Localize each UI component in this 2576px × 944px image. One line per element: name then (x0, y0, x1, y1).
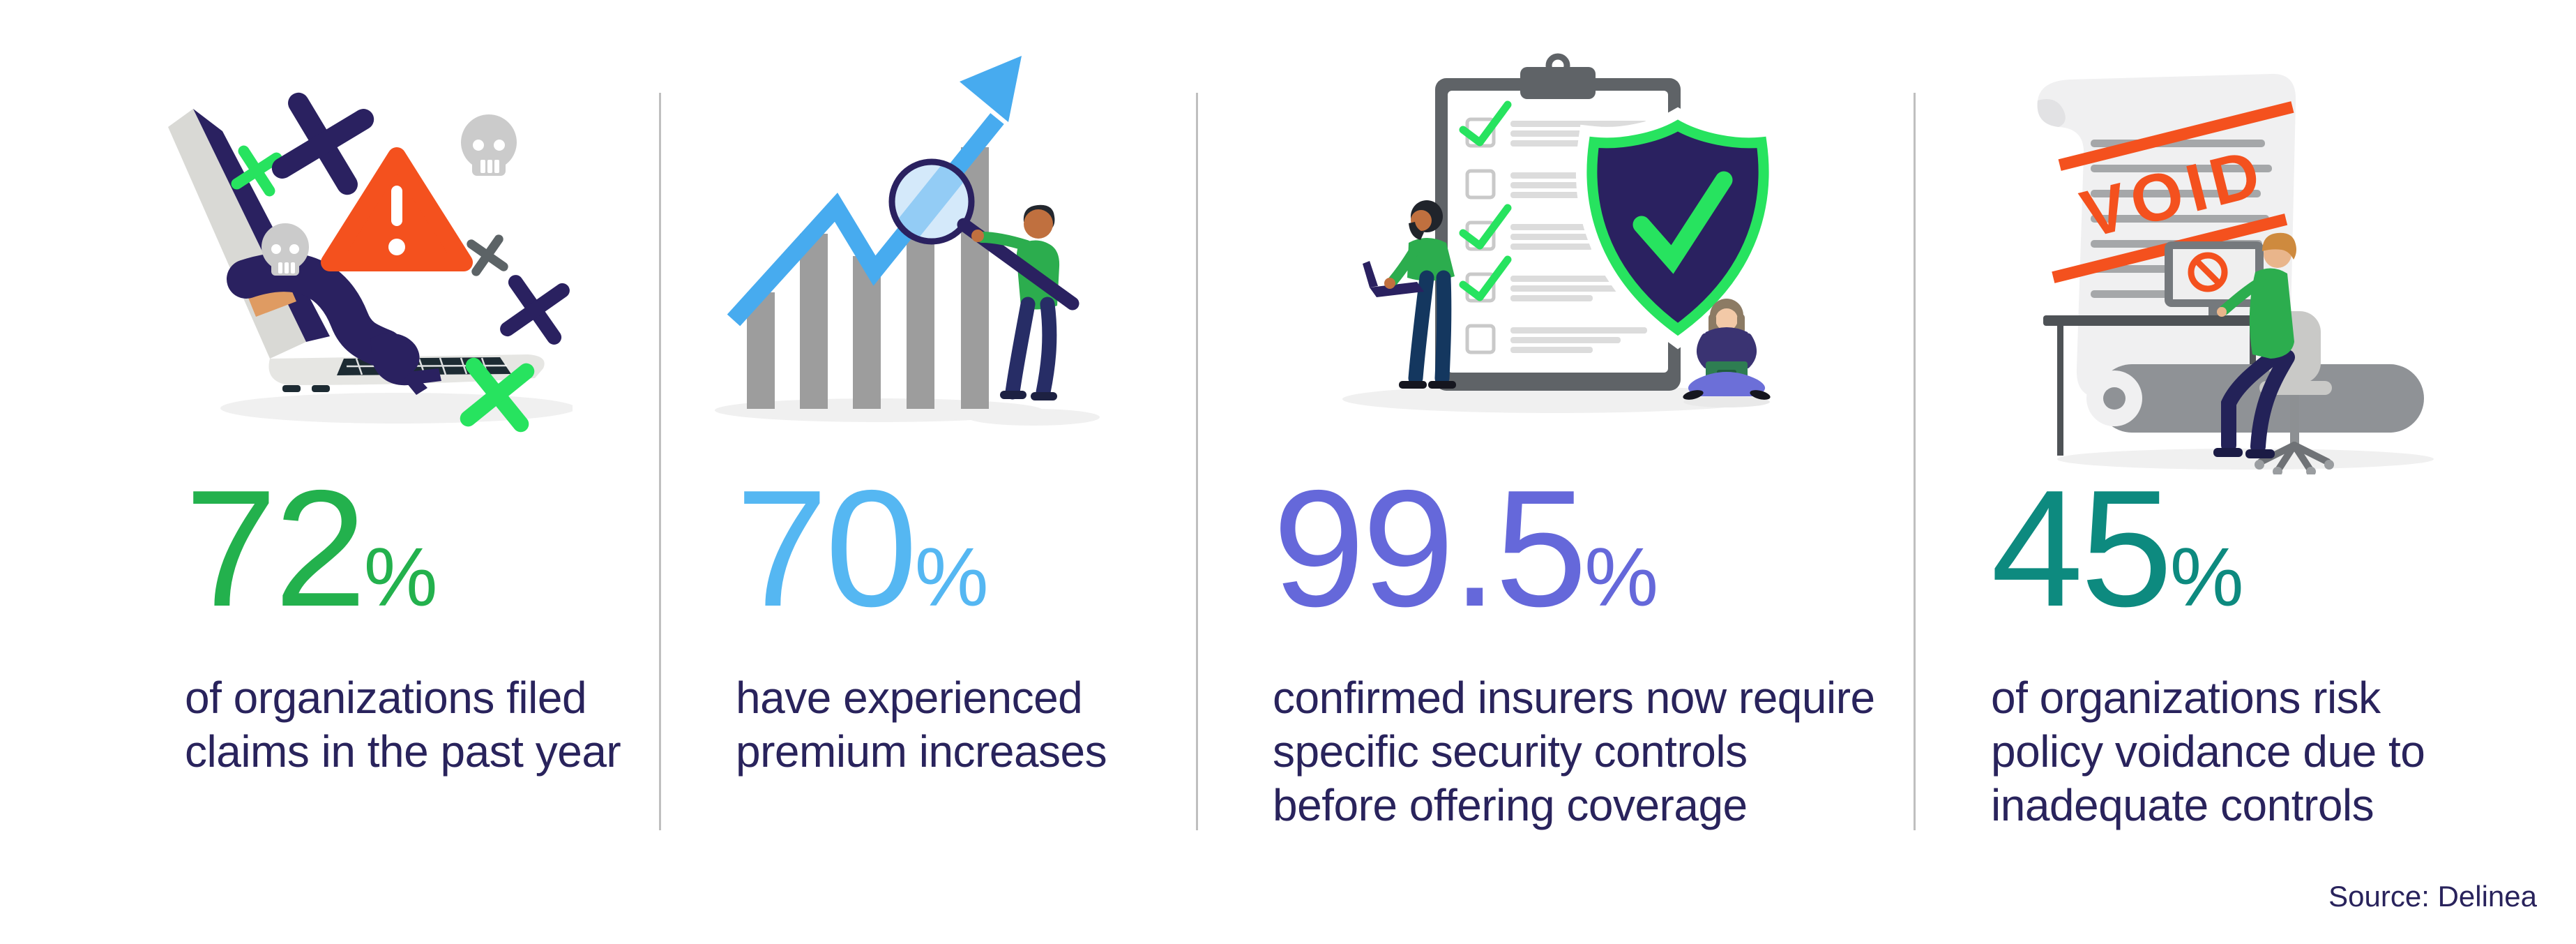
checklist-shield-illustration (1342, 53, 1780, 413)
leg (2220, 348, 2282, 453)
arm (976, 232, 1032, 251)
panel-policy-voidance: VOID (1914, 0, 2576, 944)
leg (1005, 297, 1036, 400)
magnifier-icon (888, 158, 975, 245)
stat-description: confirmed insurers now require specific … (1273, 673, 1875, 830)
panel-claims-filed: 72% of organizations filed claims in the… (0, 0, 659, 944)
ground-shadow (715, 398, 1043, 422)
stat-unit: % (2169, 531, 2244, 624)
x-mark-icon (231, 145, 282, 197)
shoe (2213, 448, 2243, 457)
leg (1036, 297, 1057, 400)
hair-side (1737, 314, 1745, 334)
stat-description: of organizations filed claims in the pas… (185, 673, 621, 777)
stat-value: 70 (736, 456, 918, 641)
hair-side (1709, 314, 1716, 334)
person-figure-woman (1683, 299, 1771, 407)
stat-value: 45 (1991, 456, 2173, 641)
stat-unit: % (914, 531, 989, 624)
leg (1408, 270, 1434, 386)
desk-leg (2056, 326, 2063, 456)
stat-value: 72 (185, 456, 367, 641)
premium-growth-illustration (715, 56, 1100, 426)
source-attribution: Source: Delinea (2328, 880, 2537, 913)
desk (2043, 315, 2273, 326)
laptop-icon (1370, 282, 1424, 297)
checklist-rows (1459, 100, 1647, 354)
arm (1741, 333, 1757, 369)
shoe (1683, 390, 1704, 400)
head (1715, 308, 1738, 331)
arm (1388, 243, 1421, 286)
panel-insurer-requirements: 99.5% confirmed insurers now require spe… (1196, 0, 1914, 944)
stat-policy-voidance: 45% (1991, 466, 2244, 632)
head (1024, 209, 1053, 239)
stat-insurer-requirements: 99.5% (1273, 466, 1658, 632)
shoe (2245, 449, 2275, 458)
laptop-screen (1363, 261, 1378, 287)
hair (2261, 232, 2296, 260)
warning-triangle-icon (320, 147, 473, 271)
beard (1409, 222, 1424, 240)
stat-premium-increases: 70% (736, 466, 989, 632)
prohibition-icon (2188, 252, 2227, 292)
person-figure-man (1363, 200, 1456, 389)
void-policy-illustration: VOID (2037, 73, 2434, 474)
bar-chart (747, 147, 989, 409)
stat-unit: % (1584, 531, 1659, 624)
x-mark-icon (466, 234, 508, 276)
shoe (1750, 390, 1771, 400)
shoe (1000, 391, 1026, 399)
hand (1384, 278, 1395, 289)
skull-icon (460, 114, 517, 176)
ground-shadow (1342, 385, 1768, 413)
person-shadow (1683, 396, 1770, 407)
arm (2219, 276, 2266, 315)
x-mark-icon (271, 92, 374, 195)
check-icon (1632, 171, 1733, 274)
desk-leg (2249, 326, 2256, 389)
x-mark-icon (460, 357, 534, 433)
leg (1434, 270, 1452, 386)
hand (2216, 307, 2227, 317)
shoe (1031, 392, 1057, 400)
person-figure (957, 204, 1079, 400)
check-icons (1459, 100, 1512, 301)
panel-divider (1914, 93, 1916, 830)
void-stamp: VOID (2051, 101, 2294, 283)
hacker-laptop-illustration (167, 92, 573, 433)
x-mark-icon (499, 275, 570, 345)
stat-description: of organizations risk policy voidance du… (1991, 673, 2425, 830)
monitor (2164, 241, 2264, 317)
shield-icon (1575, 107, 1780, 350)
stat-claims-filed: 72% (185, 466, 438, 632)
ground-shadow (2056, 449, 2434, 470)
arm (1697, 333, 1712, 369)
torso (2249, 268, 2294, 359)
panel-premium-increases: 70% have experienced premium increases (659, 0, 1196, 944)
stat-value: 99.5 (1273, 456, 1587, 641)
stat-unit: % (363, 531, 438, 624)
person-shadow (967, 409, 1100, 426)
shoe (1428, 381, 1456, 389)
crossed-legs (1688, 372, 1766, 396)
torso (1700, 327, 1753, 364)
leg (2250, 350, 2295, 454)
shoe (1399, 381, 1427, 389)
panel-divider (1196, 93, 1198, 830)
panel-divider (659, 93, 661, 830)
hand (971, 230, 984, 242)
skull-icon (261, 223, 309, 276)
stat-description: have experienced premium increases (736, 673, 1107, 777)
person-figure-seated (2213, 232, 2296, 458)
